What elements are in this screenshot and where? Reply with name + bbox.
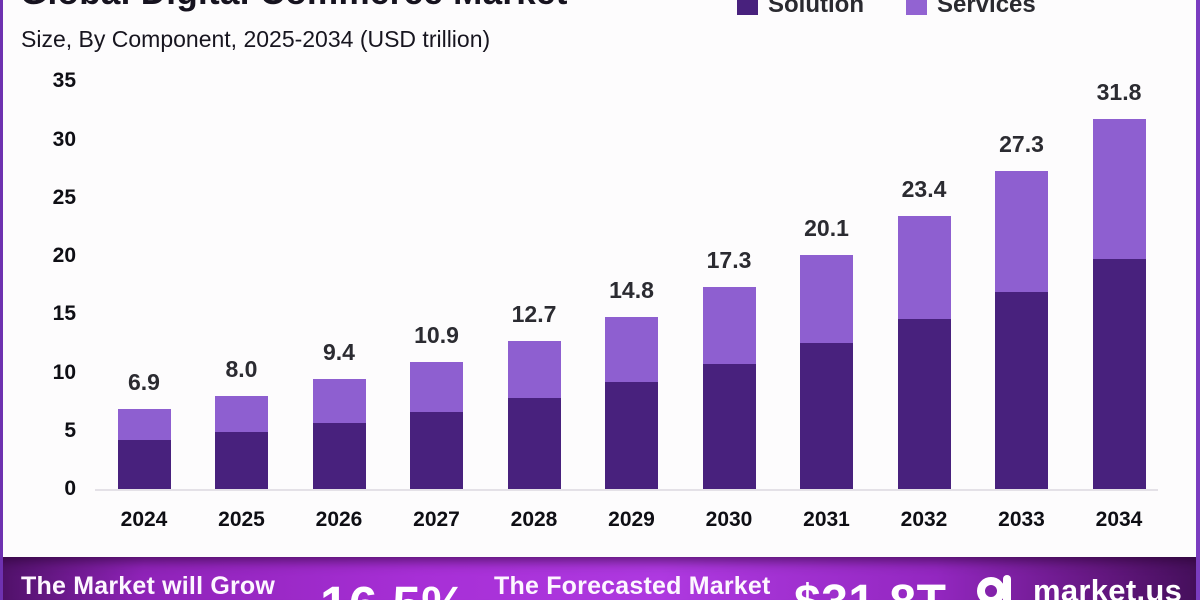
y-axis-tick-label: 35 — [52, 69, 76, 93]
growth-label: The Market will Grow — [21, 572, 276, 600]
page-subtitle: Size, By Component, 2025-2034 (USD trill… — [21, 26, 491, 52]
x-axis-tick-label: 2033 — [998, 508, 1045, 531]
bar-segment-solution — [312, 422, 366, 489]
bar-total-label: 6.9 — [128, 368, 160, 395]
bar-segment-services — [507, 341, 561, 399]
x-axis-tick-label: 2027 — [413, 508, 460, 531]
x-axis-tick-label: 2026 — [315, 508, 363, 531]
bar-segment-services — [215, 395, 268, 432]
y-axis-tick-label: 5 — [64, 418, 76, 442]
bar-segment-solution — [410, 412, 463, 489]
y-axis-tick-label: 0 — [64, 477, 76, 500]
bar-segment-services — [995, 170, 1048, 293]
x-axis-baseline — [95, 489, 1158, 491]
y-axis-tick-label: 30 — [52, 127, 76, 151]
bar-segment-services — [897, 216, 951, 319]
bar-total-label: 27.3 — [999, 130, 1044, 157]
bar-segment-services — [1092, 118, 1146, 260]
bar-total-label: 14.8 — [609, 276, 654, 303]
bar-segment-solution — [702, 364, 756, 489]
bar-total-label: 8.0 — [225, 355, 258, 382]
bar-segment-services — [410, 362, 463, 413]
forecast-value: $31.8T — [794, 575, 946, 600]
x-axis-tick-label: 2030 — [705, 508, 753, 531]
x-axis-tick-label: 2029 — [608, 508, 655, 531]
y-axis-tick-label: 15 — [52, 302, 76, 326]
bar-segment-solution — [800, 343, 853, 489]
brand-lockup: market.us — [976, 575, 1182, 600]
x-axis-tick-label: 2028 — [510, 508, 558, 531]
bar-segment-services — [605, 316, 658, 382]
x-axis-tick-label: 2031 — [803, 508, 850, 531]
bar-total-label: 10.9 — [414, 322, 459, 348]
services-swatch-icon — [905, 0, 927, 15]
bar-segment-solution — [507, 398, 561, 489]
brand-name: market.us — [1033, 573, 1183, 600]
bar-segment-solution — [995, 292, 1048, 489]
card-right-border — [1196, 0, 1200, 600]
legend-label-services: Services — [936, 0, 1036, 18]
bar-segment-services — [702, 287, 756, 365]
legend-item-solution: Solution — [737, 0, 864, 18]
bar-segment-solution — [1092, 259, 1146, 489]
x-axis-tick-label: 2032 — [900, 508, 948, 531]
y-axis-tick-label: 20 — [52, 244, 76, 267]
x-axis-tick-label: 2034 — [1095, 508, 1143, 531]
card-left-border — [0, 0, 3, 600]
bar-total-label: 12.7 — [511, 301, 557, 328]
bar-total-label: 23.4 — [901, 176, 947, 203]
growth-value: 16.5% — [320, 575, 467, 600]
x-axis-tick-label: 2025 — [218, 508, 265, 531]
bar-segment-solution — [605, 381, 658, 489]
chart-legend: Solution Services — [737, 0, 1036, 18]
bar-segment-solution — [897, 318, 951, 489]
bar-segment-solution — [215, 431, 268, 489]
y-axis-tick-label: 25 — [52, 185, 76, 209]
bar-segment-services — [312, 379, 366, 423]
bar-total-label: 31.8 — [1096, 78, 1142, 105]
bottom-stats-banner: The Market will Grow 16.5% The Forecaste… — [0, 557, 1200, 600]
y-axis-tick-label: 10 — [52, 360, 76, 384]
bar-segment-services — [117, 408, 171, 441]
market-us-logo-icon — [977, 575, 1011, 600]
bar-segment-solution — [117, 440, 171, 489]
bar-total-label: 20.1 — [804, 214, 849, 241]
bar-segment-services — [800, 254, 853, 344]
legend-label-solution: Solution — [768, 0, 864, 18]
solution-swatch-icon — [737, 0, 758, 15]
x-axis-tick-label: 2024 — [120, 508, 168, 531]
bar-total-label: 17.3 — [706, 247, 752, 274]
legend-item-services: Services — [905, 0, 1036, 18]
forecast-label: The Forecasted Market — [494, 572, 771, 600]
bar-total-label: 9.4 — [323, 339, 355, 366]
page-title: Global Digital Commerce Market — [20, 0, 568, 13]
